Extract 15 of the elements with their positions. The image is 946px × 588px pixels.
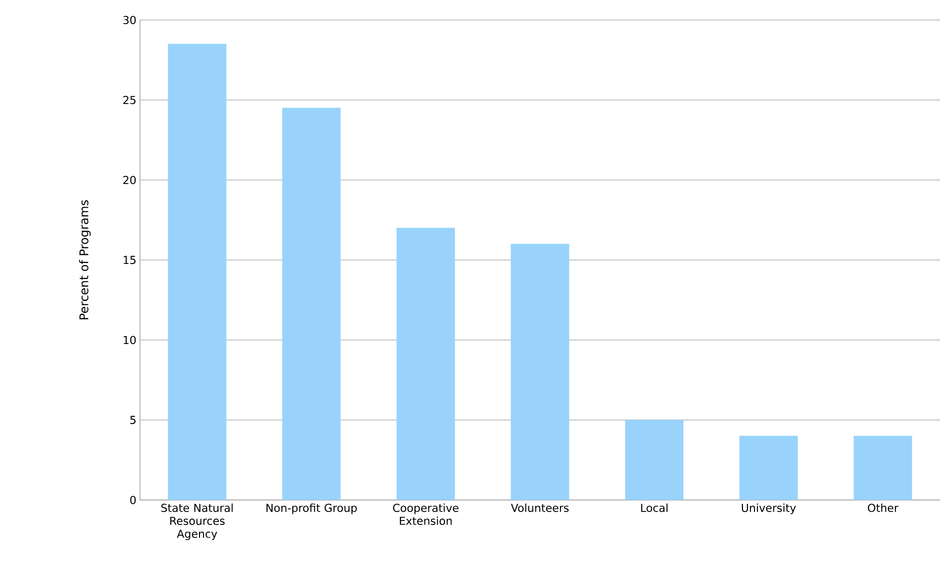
x-tick-label: University <box>742 504 796 514</box>
y-tick-label: 10 <box>124 336 136 344</box>
y-tick-label: 30 <box>123 16 136 24</box>
y-tick-label: 20 <box>123 176 136 184</box>
y-tick-label: 15 <box>124 256 136 264</box>
y-axis-title: Percent of Programs <box>79 200 91 320</box>
y-tick-label: 0 <box>130 496 136 504</box>
x-tick-label: Non-profit Group <box>266 504 357 514</box>
x-tick-label: Other <box>868 504 898 512</box>
x-tick-label: Volunteers <box>510 504 569 512</box>
x-tick-label: Cooperative Extension <box>393 504 458 525</box>
x-tick-label: State Natural Resources Agency <box>161 504 233 540</box>
y-tick-label: 25 <box>123 96 136 104</box>
x-tick-label: Local <box>641 504 668 512</box>
y-tick-label: 5 <box>130 416 136 424</box>
